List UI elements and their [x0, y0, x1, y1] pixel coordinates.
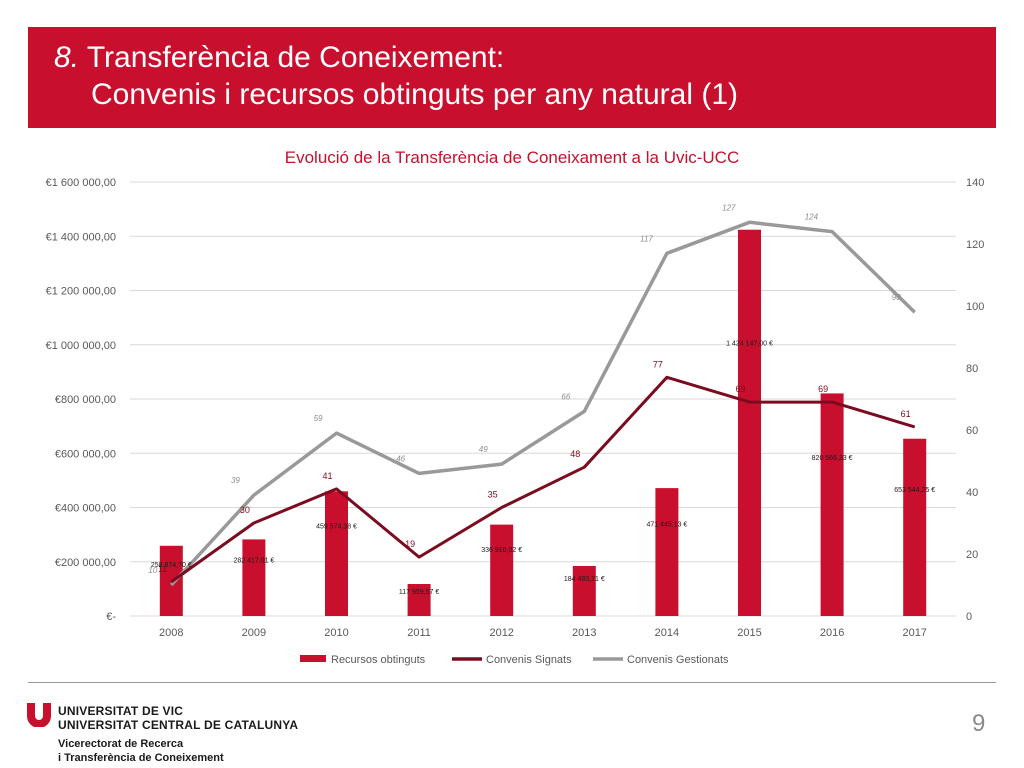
x-tick-label: 2011 — [407, 627, 431, 639]
label-recursos-value: 820 566,33 € — [812, 455, 853, 462]
x-tick-label: 2009 — [242, 627, 266, 639]
y-left-tick-label: €- — [106, 611, 116, 623]
label-convenis-gestionats: 49 — [479, 445, 488, 454]
y-left-tick-label: €800 000,00 — [55, 394, 116, 406]
label-convenis-signats: 19 — [405, 539, 415, 549]
x-tick-label: 2016 — [820, 627, 844, 639]
legend-label: Recursos obtinguts — [331, 654, 426, 666]
bar-recursos — [820, 393, 844, 616]
bar-recursos — [903, 438, 927, 616]
line-convenis-signats — [170, 375, 916, 584]
y-right-tick-label: 140 — [966, 177, 984, 189]
y-left-tick-label: €1 600 000,00 — [46, 177, 116, 189]
label-convenis-gestionats: 98 — [892, 293, 901, 302]
bar-recursos — [572, 565, 596, 616]
label-recursos-value: 459 574,38 € — [316, 524, 357, 531]
bar-recursos — [655, 488, 679, 616]
label-convenis-signats: 69 — [735, 384, 745, 394]
bar-recursos — [738, 229, 761, 616]
bar-recursos — [242, 539, 266, 616]
y-right-tick-label: 60 — [966, 425, 978, 437]
label-convenis-signats: 69 — [818, 384, 828, 394]
x-tick-label: 2015 — [737, 627, 761, 639]
legend-label: Convenis Signats — [486, 654, 572, 666]
university-name-1: UNIVERSITAT DE VIC — [58, 704, 184, 718]
y-right-tick-label: 40 — [966, 487, 978, 499]
page-number: 9 — [972, 710, 986, 737]
y-left-tick-label: €400 000,00 — [55, 503, 116, 515]
y-right-tick-label: 20 — [966, 549, 978, 561]
line-convenis-gestionats — [170, 220, 916, 587]
y-left-tick-label: €600 000,00 — [55, 448, 116, 460]
label-convenis-gestionats: 46 — [396, 454, 405, 463]
label-convenis-gestionats: 117 — [640, 234, 653, 243]
label-recursos-value: 653 544,25 € — [894, 487, 935, 494]
bar-recursos — [407, 584, 431, 616]
chart-area: €- €200 000,00 €400 000,00 €600 000,00 €800 … — [28, 138, 996, 682]
slide-header: 8. Transferència de Coneixement: Conveni… — [28, 27, 996, 128]
label-convenis-gestionats: 124 — [805, 213, 819, 222]
combo-chart: €- €200 000,00 €400 000,00 €600 000,00 €800 … — [46, 177, 985, 666]
label-convenis-gestionats: 127 — [722, 203, 736, 212]
label-recursos-value: 1 424 147,00 € — [726, 341, 773, 348]
section-number: 8. — [54, 41, 80, 74]
label-convenis-gestionats: 39 — [231, 476, 240, 485]
y-left-tick-label: €1 000 000,00 — [46, 340, 116, 352]
y-left-tick-label: €1 400 000,00 — [46, 231, 116, 243]
legend-label: Convenis Gestionats — [627, 654, 729, 666]
label-convenis-signats: 30 — [240, 505, 250, 515]
label-convenis-signats: 48 — [570, 449, 580, 459]
y-right-tick-label: 120 — [966, 239, 984, 251]
y-left-tick-label: €1 200 000,00 — [46, 286, 116, 298]
vicerectorate-line-2: i Transferència de Coneixement — [58, 752, 224, 764]
label-convenis-signats: 61 — [901, 409, 911, 419]
legend-swatch-recursos — [300, 655, 326, 662]
vicerectorate-line-1: Vicerectorat de Recerca — [58, 738, 184, 750]
y-left-tick-label: €200 000,00 — [55, 557, 116, 569]
x-tick-label: 2008 — [159, 627, 183, 639]
x-tick-label: 2014 — [655, 627, 679, 639]
label-convenis-signats: 11 — [158, 564, 167, 574]
label-recursos-value: 336 910,02 € — [481, 547, 522, 554]
y-right-tick-label: 100 — [966, 301, 984, 313]
bar-recursos — [325, 491, 348, 616]
label-convenis-gestionats: 10 — [148, 566, 157, 575]
label-recursos-value: 184 483,21 € — [564, 576, 605, 583]
slide-title-line2: Convenis i recursos obtinguts per any na… — [91, 78, 738, 111]
chart-title: Evolució de la Transferència de Coneixam… — [284, 148, 740, 167]
label-convenis-signats: 77 — [653, 359, 663, 369]
footer-divider — [28, 682, 996, 683]
label-convenis-signats: 35 — [488, 490, 498, 500]
university-logo-icon — [27, 703, 51, 727]
slide-title-line1: 8. Transferència de Coneixement: — [54, 41, 504, 75]
label-recursos-value: 282 417,01 € — [233, 557, 274, 564]
y-right-tick-label: 80 — [966, 363, 978, 375]
university-name-2: UNIVERSITAT CENTRAL DE CATALUNYA — [58, 718, 299, 732]
label-convenis-gestionats: 59 — [314, 414, 323, 423]
label-convenis-gestionats: 66 — [561, 392, 570, 401]
bar-recursos — [490, 524, 514, 616]
y-right-tick-label: 0 — [966, 611, 972, 623]
x-tick-label: 2010 — [324, 627, 348, 639]
title-text-1: Transferència de Coneixement: — [86, 41, 505, 74]
x-tick-label: 2012 — [489, 627, 513, 639]
x-tick-label: 2013 — [572, 627, 596, 639]
x-tick-label: 2017 — [902, 627, 926, 639]
label-recursos-value: 471 445,13 € — [646, 521, 687, 528]
label-recursos-value: 258 874,70 € — [151, 562, 192, 569]
label-convenis-signats: 41 — [322, 471, 332, 481]
label-recursos-value: 117 959,57 € — [399, 589, 439, 596]
